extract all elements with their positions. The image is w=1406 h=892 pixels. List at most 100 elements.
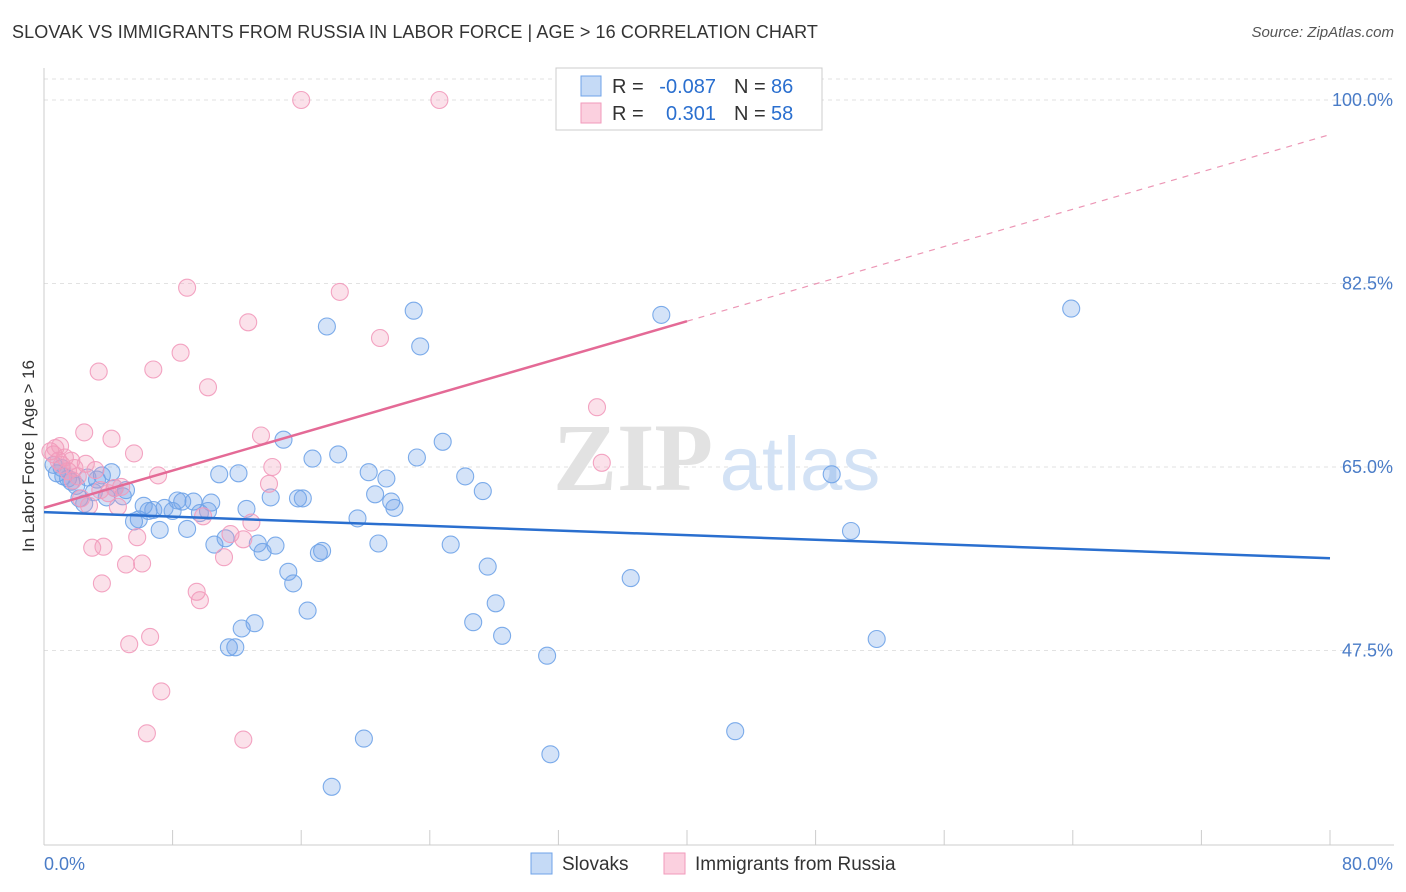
data-point-0-50	[293, 489, 312, 508]
data-point-1-23	[124, 444, 144, 463]
data-point-0-37	[226, 638, 245, 657]
data-point-1-27	[144, 360, 163, 379]
data-point-0-55	[317, 317, 336, 336]
source-label: Source: ZipAtlas.com	[1251, 24, 1394, 41]
data-point-1-29	[171, 343, 190, 362]
data-point-1-33	[198, 378, 218, 397]
series-points-0	[44, 299, 1081, 796]
stats-legend-n-label-2: N =	[734, 103, 766, 125]
trend-layer	[43, 134, 1331, 560]
data-point-0-25	[163, 501, 182, 521]
data-point-1-50	[592, 453, 611, 472]
data-point-0-73	[478, 557, 497, 576]
data-point-1-16	[94, 537, 113, 556]
data-point-0-85	[1062, 299, 1081, 318]
trend-line-1	[43, 320, 688, 510]
data-point-0-28	[178, 519, 197, 538]
data-point-0-82	[841, 521, 861, 541]
data-point-1-49	[587, 398, 607, 417]
series-legend-label-russia: Immigrants from Russia	[695, 854, 896, 875]
chart-title: SLOVAK VS IMMIGRANTS FROM RUSSIA IN LABO…	[12, 22, 818, 42]
data-point-0-60	[359, 463, 378, 482]
stats-legend-r-label-2: R =	[612, 103, 644, 125]
data-point-1-52	[51, 436, 70, 456]
data-point-1-17	[102, 429, 121, 448]
data-point-1-44	[89, 362, 108, 381]
data-point-0-67	[404, 301, 423, 320]
data-point-1-51	[292, 90, 311, 110]
x-tick-label-0: 0.0%	[44, 854, 85, 874]
data-point-1-28	[152, 682, 171, 701]
data-point-0-80	[726, 722, 745, 741]
stats-legend-n-value-1: 86	[771, 76, 793, 98]
data-point-0-65	[385, 498, 404, 517]
data-point-0-53	[309, 543, 328, 563]
data-point-0-78	[621, 569, 640, 588]
series-legend-swatch-russia	[663, 852, 686, 875]
data-point-0-41	[245, 614, 264, 633]
points-layer	[41, 90, 1081, 796]
data-point-0-81	[822, 465, 841, 484]
data-point-0-34	[210, 465, 229, 484]
data-point-1-36	[234, 530, 253, 549]
data-point-0-47	[279, 562, 298, 581]
y-tick-label-3: 47.5%	[1342, 640, 1393, 660]
data-point-1-30	[178, 278, 197, 297]
data-point-0-69	[433, 432, 452, 451]
trend-line-0	[43, 510, 1331, 560]
grid-layer	[44, 78, 1394, 651]
data-point-0-52	[303, 449, 322, 468]
data-point-0-59	[354, 729, 373, 748]
data-point-0-14	[102, 463, 121, 482]
data-point-1-22	[120, 635, 139, 654]
data-point-0-56	[322, 777, 341, 796]
data-point-0-71	[456, 467, 475, 486]
data-point-0-83	[867, 629, 886, 649]
data-point-0-49	[288, 489, 308, 508]
data-point-0-54	[313, 541, 332, 560]
watermark-zip: ZIP	[553, 404, 713, 511]
data-point-1-32	[194, 507, 213, 526]
y-tick-labels: 100.0% 82.5% 65.0% 47.5%	[1332, 90, 1393, 661]
y-tick-label-2: 65.0%	[1342, 457, 1393, 477]
x-tick-labels: 0.0% 80.0%	[44, 854, 1393, 874]
stats-legend-swatch-slovaks	[580, 75, 602, 97]
data-point-1-26	[141, 627, 160, 646]
data-point-0-66	[407, 448, 426, 467]
stats-legend: R = -0.087 N = 86 R = 0.301 N = 58	[555, 67, 823, 131]
watermark: ZIP atlas	[553, 404, 880, 511]
data-point-1-12	[79, 496, 99, 515]
y-tick-label-0: 100.0%	[1332, 90, 1393, 110]
data-point-0-48	[284, 574, 303, 593]
data-point-1-38	[239, 313, 258, 332]
stats-legend-n-value-2: 58	[771, 103, 793, 125]
data-point-0-20	[134, 496, 153, 515]
series-points-1	[41, 90, 611, 749]
data-point-0-33	[205, 535, 224, 554]
data-point-1-14	[86, 461, 105, 480]
trend-line-extension-1	[686, 134, 1331, 322]
data-point-0-76	[493, 626, 512, 645]
data-point-0-38	[229, 464, 248, 483]
data-point-1-21	[116, 555, 136, 574]
data-point-1-42	[263, 457, 282, 477]
data-point-0-61	[366, 485, 385, 504]
data-point-1-37	[234, 730, 253, 749]
data-point-1-43	[75, 423, 94, 442]
data-point-0-44	[261, 488, 280, 507]
data-point-1-47	[370, 328, 390, 348]
data-point-1-39	[242, 513, 261, 532]
data-point-0-23	[150, 520, 169, 539]
watermark-atlas: atlas	[720, 422, 881, 507]
y-axis-label: In Labor Force | Age > 16	[19, 360, 38, 552]
data-point-0-32	[202, 493, 221, 512]
data-point-1-48	[430, 90, 449, 110]
data-point-0-70	[441, 535, 460, 554]
y-tick-label-1: 82.5%	[1342, 273, 1393, 293]
data-point-1-53	[63, 471, 82, 490]
stats-legend-swatch-russia	[580, 102, 602, 124]
data-point-1-11	[76, 454, 95, 473]
data-point-0-72	[473, 482, 492, 501]
stats-legend-r-value-1: -0.087	[659, 76, 716, 98]
data-point-0-77	[538, 646, 557, 665]
